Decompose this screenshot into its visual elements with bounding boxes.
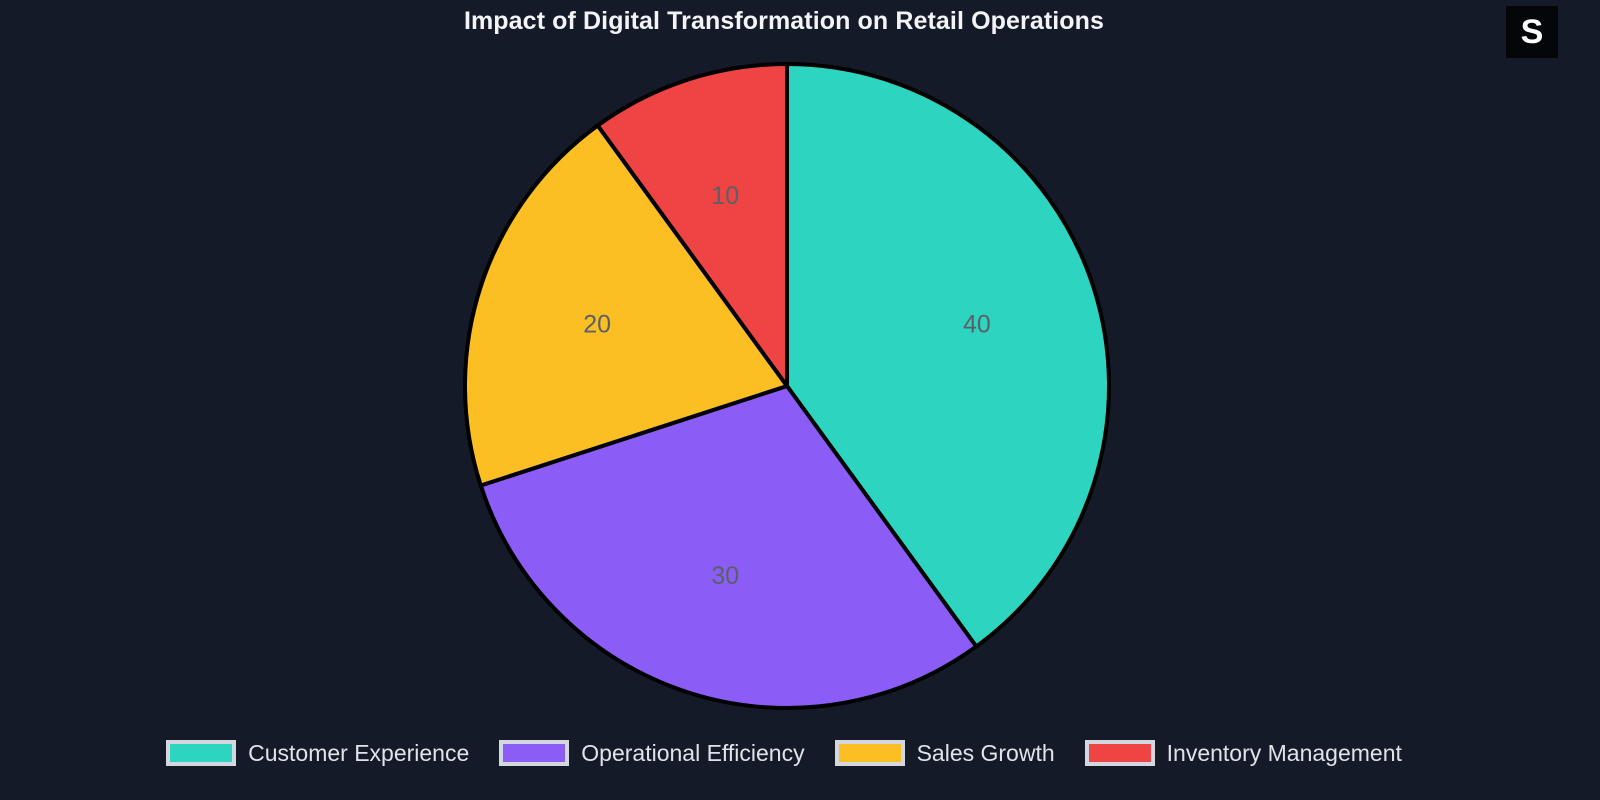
legend-item[interactable]: Inventory Management xyxy=(1084,739,1402,767)
legend-item-label: Operational Efficiency xyxy=(581,739,805,766)
legend-color-swatch xyxy=(834,740,905,766)
pie-slice-value-label: 20 xyxy=(583,310,611,338)
legend-color-swatch xyxy=(1084,740,1155,766)
pie-slice-value-label: 30 xyxy=(711,562,739,590)
legend-item-label: Customer Experience xyxy=(248,739,470,766)
pie-slice[interactable] xyxy=(463,122,791,489)
legend-item[interactable]: Sales Growth xyxy=(834,739,1055,767)
pie-slice-value-label: 10 xyxy=(711,182,739,210)
pie-slice[interactable] xyxy=(785,61,1111,650)
pie-value-label-group: 40 30 20 10 xyxy=(583,182,991,590)
legend-color-swatch xyxy=(166,740,237,766)
pie-slice[interactable] xyxy=(478,383,980,710)
pie-slice-value-label: 40 xyxy=(963,310,991,338)
chart-legend: Customer Experience Operational Efficienc… xyxy=(0,732,1568,774)
page-title: Impact of Digital Transformation on Reta… xyxy=(463,7,1105,35)
legend-item[interactable]: Operational Efficiency xyxy=(499,739,805,767)
app-badge: S xyxy=(1506,6,1558,58)
legend-color-swatch xyxy=(499,740,570,766)
pie-slice-group xyxy=(463,61,1111,710)
legend-item-label: Inventory Management xyxy=(1166,739,1402,766)
legend-item[interactable]: Customer Experience xyxy=(166,740,469,767)
pie-slice[interactable] xyxy=(594,61,789,393)
legend-item-label: Sales Growth xyxy=(916,739,1055,766)
